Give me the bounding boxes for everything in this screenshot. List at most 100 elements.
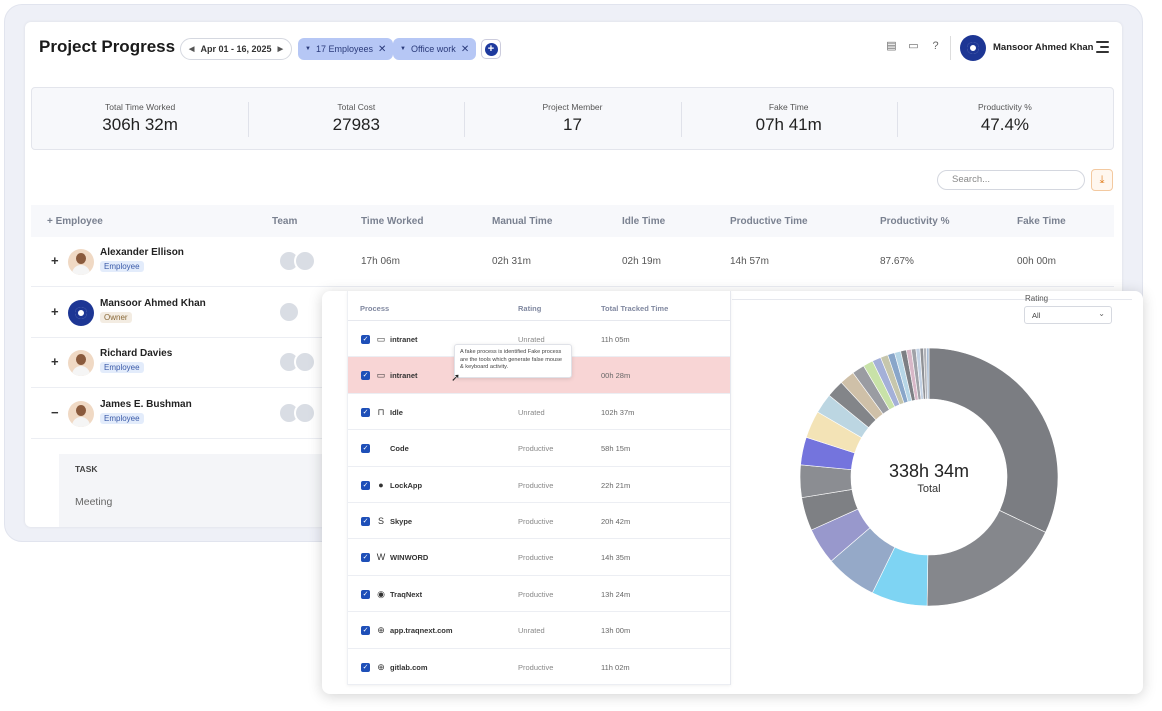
traqnext-icon: ◉ [377,588,385,599]
process-row[interactable]: ✓ ◉ TraqNext Productive 13h 24m [348,576,730,613]
employee-name[interactable]: Alexander Ellison [100,247,184,258]
chat-icon[interactable]: ▭ [908,40,919,52]
stat-fake-time: Fake Time 07h 41m [680,88,897,149]
row-checkbox[interactable]: ✓ [361,553,370,563]
process-row[interactable]: ✓ ⊕ gitlab.com Productive 11h 02m [348,649,730,685]
user-avatar[interactable] [960,35,986,61]
menu-icon[interactable] [1096,41,1109,56]
process-rating: Productive [518,516,554,526]
process-rating: Productive [518,444,554,454]
process-rating: Productive [518,662,554,672]
remove-filter-icon[interactable]: ✕ [378,43,387,55]
dropdown-icon: ▼ [305,46,311,52]
stat-total-time: Total Time Worked 306h 32m [32,88,248,149]
user-name[interactable]: Mansoor Ahmed Khan [993,42,1094,53]
date-range-picker[interactable]: ◀ Apr 01 - 16, 2025 ▶ [180,38,292,60]
process-time: 22h 21m [601,480,631,490]
process-time: 58h 15m [601,444,631,454]
column-manual-time: Manual Time [492,216,553,227]
row-checkbox[interactable]: ✓ [361,626,370,636]
stat-value: 07h 41m [755,115,822,134]
stat-label: Fake Time [768,102,809,112]
monitor-icon: ▭ [376,370,386,381]
role-badge: Employee [100,362,144,373]
process-name: Code [390,444,409,454]
process-row[interactable]: ✓ W WINWORD Productive 14h 35m [348,539,730,576]
employees-filter-label: 17 Employees [315,44,373,54]
avatar [68,350,94,376]
task-name[interactable]: Meeting [75,496,113,508]
stats-bar: Total Time Worked 306h 32m Total Cost 27… [31,87,1114,150]
donut-slice-0[interactable] [928,347,1059,533]
collapse-toggle[interactable]: − [51,405,59,420]
prev-date-icon[interactable]: ◀ [189,46,195,53]
role-badge: Employee [100,261,144,272]
next-date-icon[interactable]: ▶ [277,46,283,53]
column-process: Process [360,304,390,313]
add-filter-button[interactable]: + [481,39,501,59]
process-name: Idle [390,407,403,417]
time-worked: 17h 06m [361,256,400,267]
process-row[interactable]: ✓ S Skype Productive 20h 42m [348,503,730,540]
process-row[interactable]: ✓ ⊓ Idle Unrated 102h 37m [348,394,730,431]
download-button[interactable]: ⤓ [1091,169,1113,191]
employees-filter-chip[interactable]: ▼ 17 Employees ✕ [298,38,394,60]
office-work-filter-chip[interactable]: ▼ Office work ✕ [393,38,477,60]
stat-productivity: Productivity % 47.4% [896,88,1113,149]
stat-label: Project Member [542,102,603,112]
remove-filter-icon[interactable]: ✕ [460,43,470,55]
rating-select[interactable]: All ⌄ [1024,306,1112,324]
row-checkbox[interactable]: ✓ [361,444,370,454]
divider [732,299,1132,300]
idle-time: 02h 19m [622,256,661,267]
process-row[interactable]: ✓ Code Productive 58h 15m [348,430,730,467]
role-badge: Owner [100,312,132,323]
donut-slice-1[interactable] [926,510,1046,607]
row-checkbox[interactable]: ✓ [361,371,370,381]
process-time: 20h 42m [601,516,631,526]
fake-process-tooltip: A fake process is identified Fake proces… [454,344,572,378]
cursor-icon: ➚ [451,372,461,384]
date-range-label: Apr 01 - 16, 2025 [200,44,272,54]
search-input[interactable]: Search... [937,170,1085,190]
plus-icon: + [484,42,498,56]
employee-name[interactable]: Mansoor Ahmed Khan [100,298,206,309]
row-checkbox[interactable]: ✓ [361,662,370,672]
process-rating: Unrated [518,407,545,417]
donut-slice-24[interactable] [926,347,930,400]
expand-toggle[interactable]: + [51,354,59,369]
employee-name[interactable]: James E. Bushman [100,399,192,410]
expand-toggle[interactable]: + [51,253,59,268]
team-avatars [278,250,316,272]
help-icon[interactable]: ? [932,40,939,52]
role-badge: Employee [100,413,144,424]
process-row[interactable]: ✓ ⊕ app.traqnext.com Unrated 13h 00m [348,612,730,649]
process-rating: Productive [518,553,554,563]
column-rating: Rating [518,304,542,313]
team-avatars [278,301,300,323]
column-total-tracked: Total Tracked Time [601,304,669,313]
process-donut-chart [799,347,1059,607]
process-time: 11h 05m [601,335,630,344]
employee-name[interactable]: Richard Davies [100,348,173,359]
row-checkbox[interactable]: ✓ [361,589,370,599]
table-row[interactable]: + Alexander Ellison Employee 17h 06m 02h… [31,237,1114,287]
row-checkbox[interactable]: ✓ [361,407,370,417]
process-rating: Productive [518,480,554,490]
column-employee[interactable]: + Employee [47,216,103,227]
avatar [68,300,94,326]
skype-icon: S [377,515,384,526]
process-name: LockApp [390,480,423,490]
column-time-worked: Time Worked [361,216,424,227]
row-checkbox[interactable]: ✓ [361,516,370,526]
expand-toggle[interactable]: + [51,304,59,319]
donut-total-label: Total [917,483,941,495]
row-checkbox[interactable]: ✓ [361,335,370,344]
screenshot-icon[interactable]: ▤ [886,40,897,52]
team-avatars [278,402,316,424]
process-time: 13h 24m [601,589,631,599]
column-fake-time: Fake Time [1017,216,1066,227]
process-row[interactable]: ✓ ● LockApp Productive 22h 21m [348,467,730,503]
office-work-filter-label: Office work [410,44,456,54]
row-checkbox[interactable]: ✓ [361,480,370,490]
